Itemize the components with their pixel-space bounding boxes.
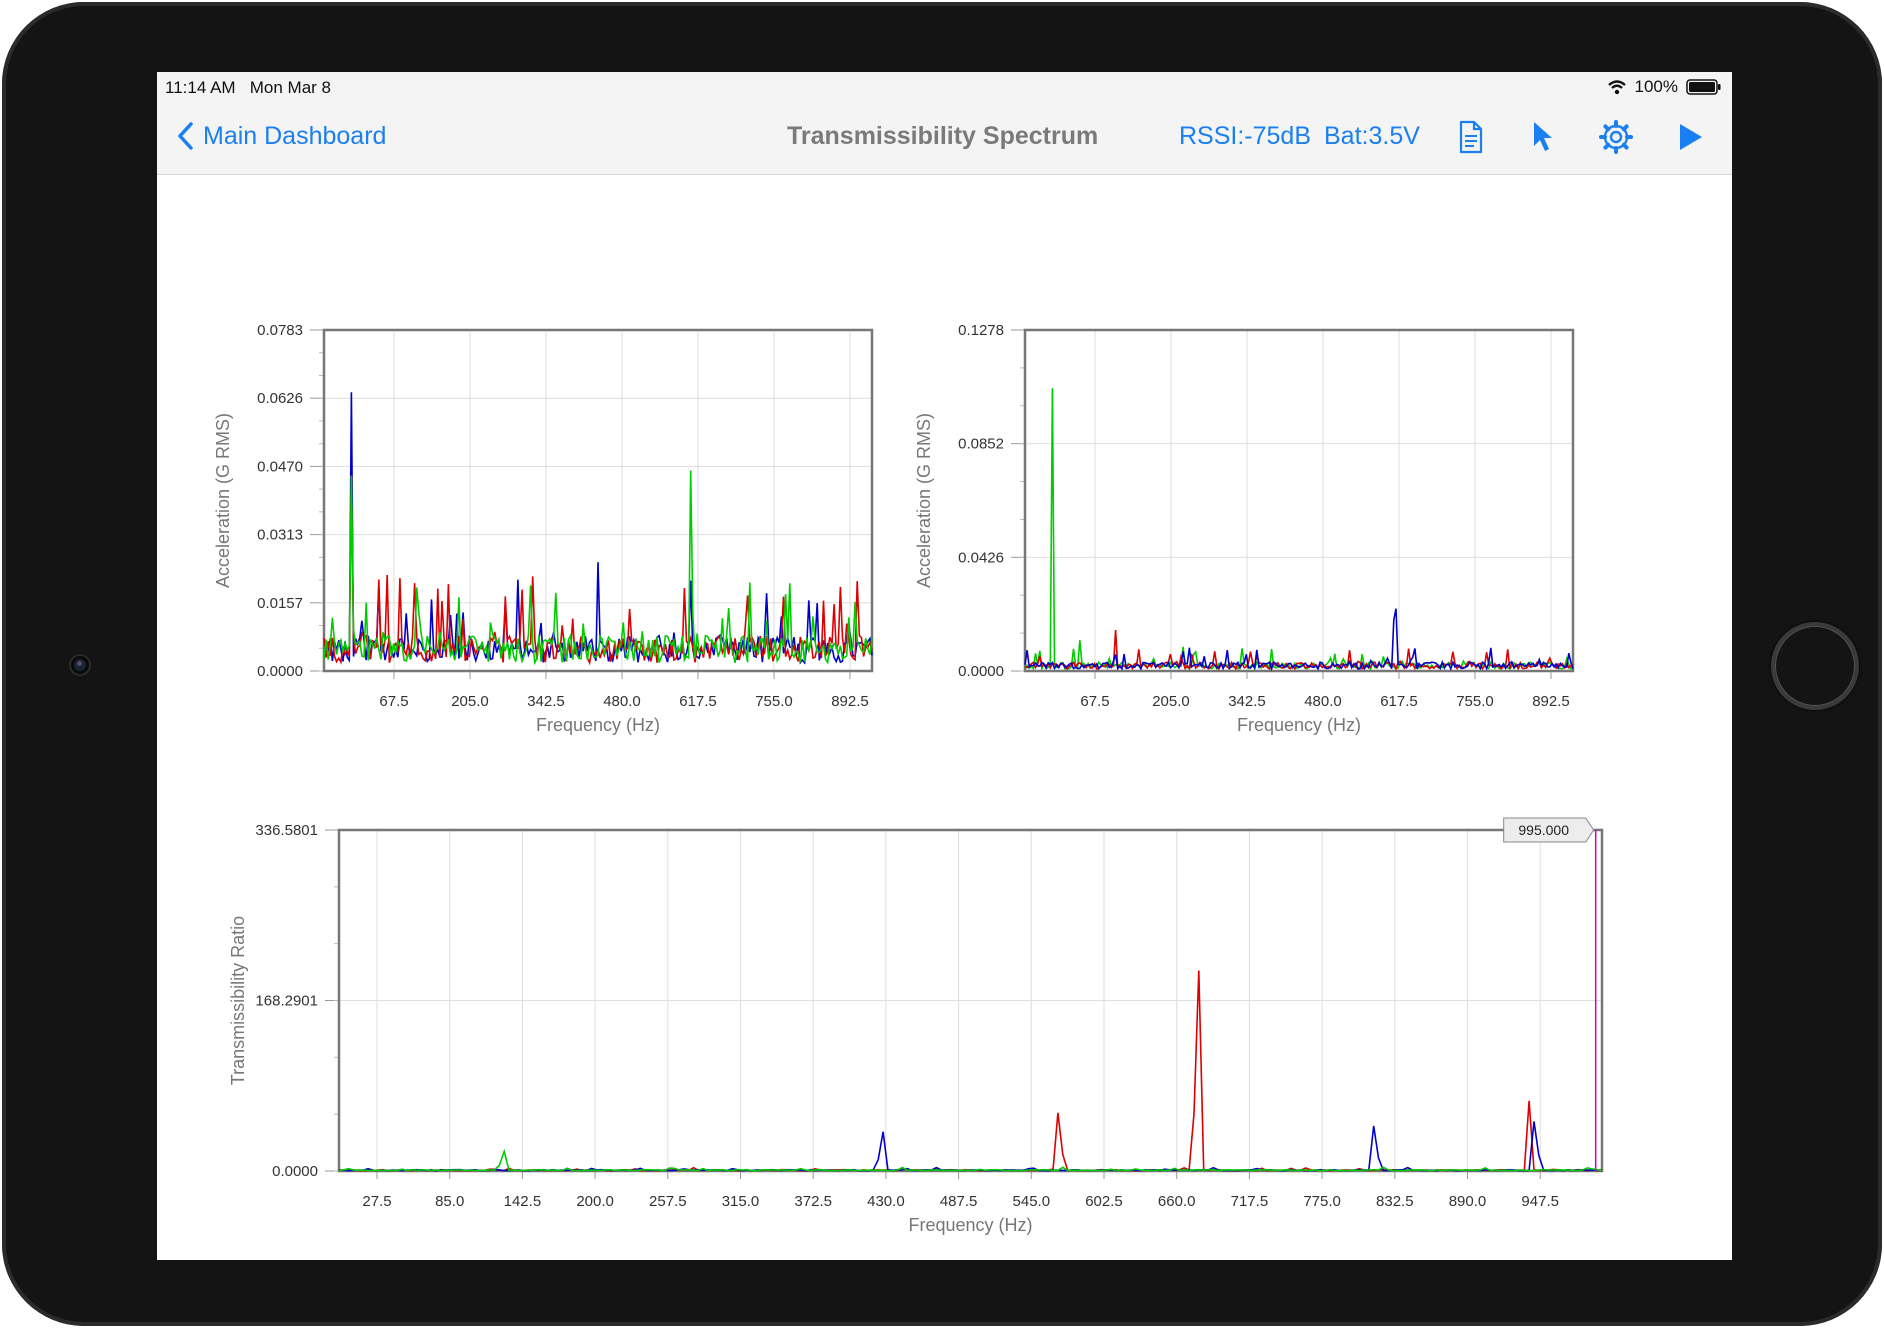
y-tick-label: 168.2901 [255,993,318,1010]
y-tick-label: 0.0470 [257,458,303,475]
play-icon[interactable] [1672,119,1708,155]
x-tick-label: 892.5 [831,693,869,710]
chart-1: 67.5 205.0 342.5 480.0 617.5 755.0 892.5 0.0000… [213,322,874,735]
plot-frame [322,328,874,673]
cursor-flag [1503,817,1595,843]
status-bar: 11:14 AM Mon Mar 8 100% [157,72,1732,102]
x-tick-label: 717.5 [1231,1193,1269,1210]
wifi-icon [1607,80,1626,95]
x-tick-label: 372.5 [794,1193,832,1210]
cursor-icon[interactable] [1524,119,1560,155]
x-axis-label: Frequency (Hz) [1237,715,1361,735]
rssi-readout: RSSI:-75dB [1179,122,1312,150]
battery-icon [1686,79,1721,95]
x-tick-label: 257.5 [649,1193,687,1210]
x-tick-label: 480.0 [603,693,641,710]
battery-voltage-readout: Bat:3.5V [1324,122,1420,150]
x-tick-label: 892.5 [1532,693,1570,710]
x-tick-label: 430.0 [867,1193,905,1210]
x-tick-label: 775.0 [1303,1193,1341,1210]
app-screen: 11:14 AM Mon Mar 8 100% Main Dashboard T… [157,72,1732,1260]
back-button[interactable]: Main Dashboard [175,120,386,152]
x-tick-label: 755.0 [755,693,793,710]
x-tick-label: 67.5 [1080,693,1109,710]
x-tick-label: 947.5 [1521,1193,1559,1210]
series-line [338,1148,1603,1172]
home-button[interactable] [1771,622,1859,710]
y-tick-label: 0.0000 [958,663,1004,680]
x-tick-label: 890.0 [1449,1193,1487,1210]
x-tick-label: 205.0 [1152,693,1190,710]
y-axis-label: Acceleration (G RMS) [213,413,233,588]
chart-2: 67.5 205.0 342.5 480.0 617.5 755.0 892.5 0.0000… [914,322,1575,735]
y-tick-label: 0.0000 [257,663,303,680]
cursor-value-label: 995.000 [1518,822,1569,838]
x-tick-label: 342.5 [1228,693,1266,710]
y-tick-label: 0.1278 [958,322,1004,339]
series-line [1024,388,1574,672]
x-tick-label: 755.0 [1456,693,1494,710]
y-tick-label: 0.0783 [257,322,303,339]
status-right: 100% [1607,77,1722,97]
status-date: Mon Mar 8 [249,78,331,97]
battery-percent: 100% [1634,77,1678,96]
x-tick-label: 142.5 [504,1193,542,1210]
y-tick-label: 0.0000 [272,1163,318,1180]
plot-frame [1023,328,1575,673]
x-tick-label: 545.0 [1013,1193,1051,1210]
series-line [338,1121,1603,1172]
x-axis-label: Frequency (Hz) [908,1215,1032,1235]
x-axis-label: Frequency (Hz) [536,715,660,735]
x-tick-label: 27.5 [362,1193,391,1210]
chevron-left-icon [178,122,193,150]
y-axis-label: Acceleration (G RMS) [914,413,934,588]
page-title: Transmissibility Spectrum [787,122,1099,150]
y-axis-label: Transmissibility Ratio [228,916,248,1085]
y-tick-label: 0.0626 [257,390,303,407]
x-tick-label: 205.0 [451,693,489,710]
status-clock: 11:14 AM [165,78,236,97]
x-tick-label: 85.0 [435,1193,464,1210]
y-tick-label: 0.0313 [257,527,303,544]
y-tick-label: 0.0426 [958,549,1004,566]
x-tick-label: 67.5 [379,693,408,710]
back-button-label: Main Dashboard [203,121,387,150]
x-tick-label: 342.5 [527,693,565,710]
x-tick-label: 617.5 [1380,693,1418,710]
document-icon[interactable] [1453,119,1489,155]
x-tick-label: 315.0 [722,1193,760,1210]
x-tick-label: 487.5 [940,1193,978,1210]
camera-icon [71,656,89,674]
status-time: 11:14 AM Mon Mar 8 [165,78,331,98]
y-tick-label: 0.0852 [958,436,1004,453]
x-tick-label: 660.0 [1158,1193,1196,1210]
y-tick-label: 0.0157 [257,595,303,612]
series-line [323,470,873,666]
gear-icon[interactable] [1598,119,1634,155]
series-line [323,392,873,665]
y-tick-label: 336.5801 [255,822,318,839]
navigation-bar: Main Dashboard Transmissibility Spectrum… [157,102,1732,175]
series-line [1024,608,1574,672]
x-tick-label: 617.5 [679,693,717,710]
x-tick-label: 200.0 [576,1193,614,1210]
chart-3: 27.5 85.0 142.5 200.0 257.5 315.0 372.5 430.0 48… [228,817,1604,1235]
x-tick-label: 602.5 [1085,1193,1123,1210]
series-line [1024,629,1574,672]
x-tick-label: 480.0 [1304,693,1342,710]
charts-area: 67.5 205.0 342.5 480.0 617.5 755.0 892.5 0.0000… [213,322,1604,1235]
x-tick-label: 832.5 [1376,1193,1414,1210]
